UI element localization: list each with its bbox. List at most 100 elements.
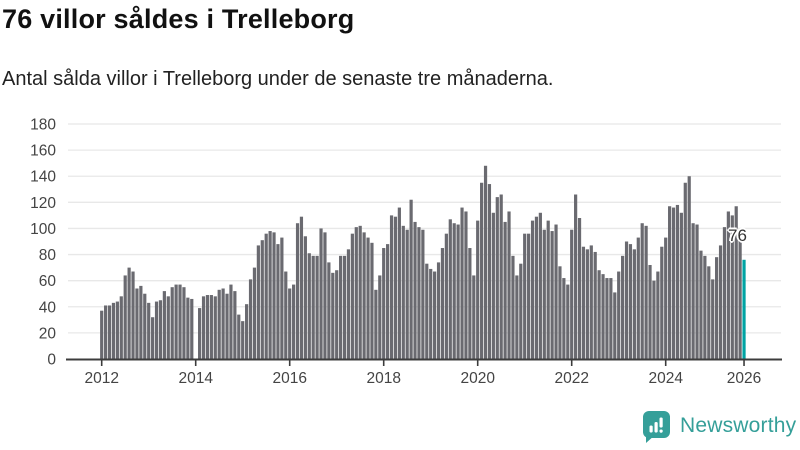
x-tick-label: 2020: [460, 370, 495, 387]
bar: [276, 244, 280, 359]
bar: [605, 278, 609, 359]
bar: [397, 207, 401, 359]
bar: [295, 223, 300, 359]
bar: [703, 255, 707, 359]
bar: [245, 304, 249, 359]
bar: [495, 197, 499, 359]
brand-name: Newsworthy: [680, 414, 797, 437]
bar: [519, 263, 523, 359]
bar: [421, 229, 425, 359]
bar: [241, 321, 245, 359]
bar: [542, 229, 546, 359]
bar: [436, 262, 441, 359]
bar: [162, 291, 166, 359]
bar: [534, 216, 539, 359]
bar: [331, 272, 335, 359]
bar: [444, 233, 448, 359]
bar: [182, 287, 186, 359]
bar: [370, 242, 374, 359]
bar: [362, 232, 366, 359]
bar: [307, 253, 311, 359]
bar: [174, 284, 178, 359]
bar: [503, 221, 507, 359]
bar: [382, 248, 386, 359]
bar: [311, 255, 315, 359]
bar: [107, 305, 112, 359]
bar: [597, 270, 601, 359]
bar: [374, 289, 378, 359]
bar: [440, 248, 445, 359]
y-tick-label: 140: [30, 169, 56, 186]
chart-subtitle: Antal sålda villor i Trelleborg under de…: [2, 68, 554, 90]
bar: [123, 275, 127, 359]
bar: [272, 232, 276, 359]
y-tick-label: 60: [39, 273, 57, 290]
bar: [292, 284, 296, 359]
y-tick-label: 20: [39, 325, 57, 342]
bar: [280, 237, 284, 359]
x-tick-label: 2014: [178, 370, 213, 387]
bar: [256, 245, 260, 359]
bar: [386, 244, 390, 359]
bar: [354, 227, 358, 359]
bar: [100, 310, 104, 359]
bar: [660, 246, 664, 359]
bar: [264, 233, 268, 359]
bar: [433, 271, 437, 359]
bar: [464, 211, 468, 359]
bar: [668, 206, 672, 359]
bar: [640, 223, 644, 359]
bar: [358, 225, 362, 359]
bar: [734, 206, 738, 359]
bar: [483, 165, 488, 359]
bar: [233, 291, 237, 359]
bar: [695, 224, 699, 359]
bar: [303, 236, 307, 359]
bar: [581, 246, 586, 359]
bar: [115, 301, 119, 359]
bar: [221, 288, 225, 359]
bar: [346, 249, 351, 359]
bar: [644, 225, 648, 359]
bar: [601, 274, 605, 359]
bar: [389, 215, 394, 359]
bar: [327, 262, 331, 359]
bar: [523, 233, 527, 359]
bar: [507, 211, 511, 359]
bar: [139, 285, 143, 359]
bar: [135, 288, 139, 359]
bar: [491, 212, 495, 359]
bar: [131, 271, 135, 359]
bar: [201, 296, 206, 359]
bar: [621, 255, 625, 359]
bar: [151, 317, 155, 359]
page-title: 76 villor såldes i Trelleborg: [2, 4, 355, 34]
bar: [299, 216, 304, 359]
bar: [225, 293, 229, 359]
bar: [593, 251, 597, 359]
newsworthy-logo[interactable]: Newsworthy: [641, 408, 796, 444]
highlight-bar: [742, 259, 746, 359]
bar: [393, 216, 398, 359]
bar: [260, 240, 264, 359]
bar: [104, 305, 108, 359]
y-tick-label: 0: [47, 352, 56, 369]
x-tick-label: 2012: [84, 370, 118, 387]
x-tick-label: 2024: [648, 370, 683, 387]
bar: [562, 278, 566, 359]
bar: [452, 223, 456, 359]
bar: [546, 220, 550, 359]
bar: [209, 295, 213, 359]
bar: [468, 248, 472, 359]
bar: [550, 231, 554, 359]
bar: [154, 301, 159, 359]
y-tick-label: 80: [39, 247, 57, 264]
bar: [722, 227, 727, 359]
bar: [671, 207, 676, 359]
bar: [350, 233, 354, 359]
bar: [538, 212, 542, 359]
bar: [527, 233, 531, 359]
bar: [577, 218, 582, 359]
